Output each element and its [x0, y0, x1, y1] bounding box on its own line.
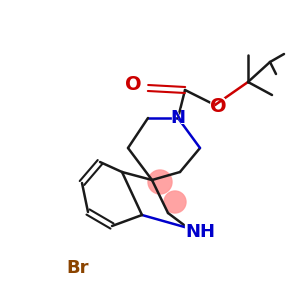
Circle shape [148, 170, 172, 194]
Circle shape [164, 191, 186, 213]
Text: Br: Br [67, 259, 89, 277]
Text: O: O [124, 75, 142, 95]
Text: N: N [170, 109, 185, 127]
Text: O: O [210, 97, 226, 116]
Text: O: O [208, 96, 227, 116]
Text: O: O [125, 76, 141, 94]
Text: NH: NH [183, 222, 218, 242]
Text: N: N [169, 108, 187, 128]
Text: NH: NH [185, 223, 215, 241]
Text: Br: Br [65, 258, 91, 278]
